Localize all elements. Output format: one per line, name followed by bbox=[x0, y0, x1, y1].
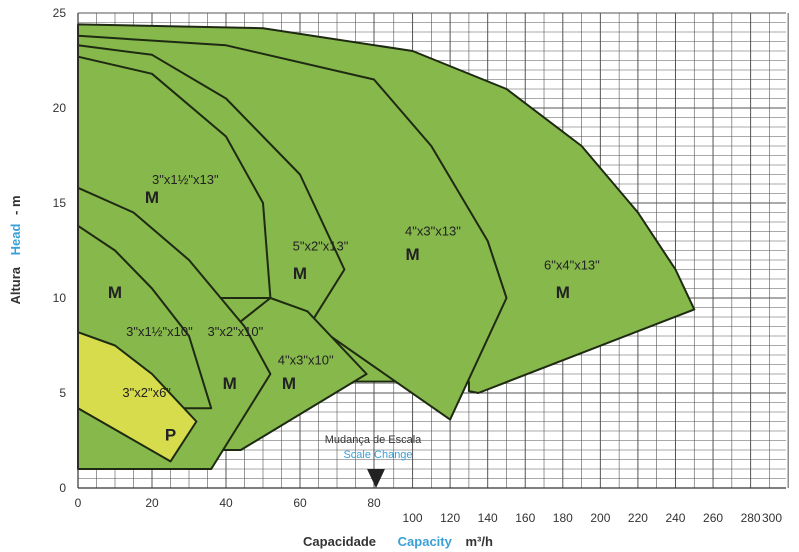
curve-size-label: 4"x3"x10" bbox=[278, 353, 334, 368]
x-tick-label: 40 bbox=[219, 496, 233, 510]
curve-type-letter: M bbox=[556, 283, 570, 302]
x-tick-label: 80 bbox=[367, 496, 381, 510]
x-tick-label: 180 bbox=[553, 511, 573, 525]
x-tick-label: 60 bbox=[293, 496, 307, 510]
y-axis-title-unit: - m bbox=[8, 195, 23, 215]
axes: 0 5 10 15 20 25 0 20 40 60 80 100 120 140 160 180 200 220… bbox=[53, 6, 786, 525]
x-tick-label: 100 bbox=[403, 511, 423, 525]
scale-change-arrow-icon bbox=[367, 469, 385, 488]
x-axis-title-en: Capacity bbox=[398, 534, 453, 549]
y-tick-label: 25 bbox=[53, 6, 67, 20]
y-tick-label: 15 bbox=[53, 196, 67, 210]
curve-type-letter: M bbox=[223, 374, 237, 393]
y-tick-label: 5 bbox=[59, 386, 66, 400]
curve-type-letter: M bbox=[405, 245, 419, 264]
curve-labels: 6"x4"x13"M4"x3"x13"M5"x2"x13"M3"x1½"x13"… bbox=[108, 172, 600, 445]
curve-size-label: 4"x3"x13" bbox=[405, 223, 461, 238]
curve-size-label: 3"x2"x10" bbox=[208, 324, 264, 339]
scale-change-note: Mudança de Escala Scale Change bbox=[325, 434, 422, 488]
y-axis-title-pt: Altura bbox=[8, 266, 23, 304]
x-axis-title-pt: Capacidade bbox=[303, 534, 376, 549]
x-tick-label: 140 bbox=[478, 511, 498, 525]
curve-type-letter: M bbox=[145, 188, 159, 207]
curve-type-letter: P bbox=[165, 426, 176, 445]
curve-type-letter: M bbox=[293, 264, 307, 283]
x-tick-label: 240 bbox=[665, 511, 685, 525]
x-tick-label: 280 bbox=[741, 511, 761, 525]
y-axis-title-en: Head bbox=[8, 224, 23, 256]
y-axis-title: Altura Head - m bbox=[8, 195, 23, 304]
curve-type-letter: M bbox=[108, 283, 122, 302]
scale-change-label-pt: Mudança de Escala bbox=[325, 434, 422, 446]
scale-change-label-en: Scale Change bbox=[343, 449, 412, 461]
x-tick-label: 200 bbox=[590, 511, 610, 525]
curve-size-label: 3"x1½"x13" bbox=[152, 172, 219, 187]
y-tick-label: 10 bbox=[53, 291, 67, 305]
x-tick-label: 0 bbox=[75, 496, 82, 510]
x-tick-label: 120 bbox=[440, 511, 460, 525]
curve-regions bbox=[77, 23, 696, 470]
x-tick-label: 260 bbox=[703, 511, 723, 525]
x-axis-title: Capacidade Capacity m³/h bbox=[303, 534, 493, 549]
curve-size-label: 3"x1½"x10" bbox=[126, 324, 193, 339]
curve-size-label: 3"x2"x6" bbox=[122, 385, 171, 400]
curve-size-label: 6"x4"x13" bbox=[544, 258, 600, 273]
x-tick-label: 160 bbox=[515, 511, 535, 525]
x-axis-title-unit: m³/h bbox=[465, 534, 493, 549]
x-tick-label: 300 bbox=[762, 511, 782, 525]
y-tick-label: 0 bbox=[59, 481, 66, 495]
curve-type-letter: M bbox=[282, 374, 296, 393]
curve-size-label: 5"x2"x13" bbox=[293, 239, 349, 254]
x-tick-label: 220 bbox=[628, 511, 648, 525]
y-tick-label: 20 bbox=[53, 101, 67, 115]
x-tick-label: 20 bbox=[145, 496, 159, 510]
